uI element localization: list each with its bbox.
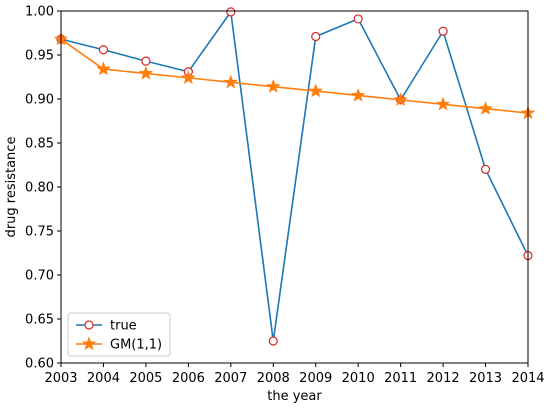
data-point-true-2012 bbox=[438, 26, 448, 36]
legend-box bbox=[67, 312, 171, 357]
legend-marker-gm11 bbox=[81, 336, 97, 351]
x-tick-label-2004: 2004 bbox=[87, 371, 120, 386]
x-tick-label-2011: 2011 bbox=[384, 371, 417, 386]
data-point-gm11-2011 bbox=[393, 92, 408, 106]
data-point-gm11-2012 bbox=[436, 97, 450, 111]
y-tick-label-0.95: 0.95 bbox=[25, 49, 54, 64]
x-tick-label-2006: 2006 bbox=[172, 371, 205, 386]
y-tick-label-0.65: 0.65 bbox=[25, 313, 54, 328]
x-tick-label-2010: 2010 bbox=[342, 371, 375, 386]
y-tick-label-0.90: 0.90 bbox=[25, 93, 54, 108]
y-tick-label-0.75: 0.75 bbox=[25, 225, 54, 240]
data-point-gm11-2008 bbox=[266, 79, 281, 93]
data-point-gm11-2006 bbox=[181, 70, 196, 84]
y-axis-label: drug resistance bbox=[4, 137, 19, 238]
series-line-true bbox=[60, 11, 529, 342]
legend: true GM(1,1) bbox=[67, 312, 171, 357]
y-tick-label-1.00: 1.00 bbox=[25, 5, 54, 20]
legend-label-true: true bbox=[110, 319, 137, 334]
y-tick-label-0.80: 0.80 bbox=[25, 181, 54, 196]
legend-marker-true bbox=[84, 320, 94, 330]
axes: 2003 2004 2005 2006 2007 2008 2009 2010 2011 2012… bbox=[25, 5, 545, 387]
legend-label-gm11: GM(1,1) bbox=[110, 338, 162, 353]
data-point-gm11-2004 bbox=[96, 61, 111, 75]
x-tick-label-2003: 2003 bbox=[44, 371, 77, 386]
data-point-gm11-2010 bbox=[351, 88, 365, 102]
x-axis-label: the year bbox=[267, 389, 322, 404]
data-point-true-2013 bbox=[480, 164, 491, 174]
y-tick-label-0.70: 0.70 bbox=[25, 269, 54, 284]
x-tick-label-2007: 2007 bbox=[214, 371, 247, 386]
plot-area bbox=[54, 7, 535, 346]
x-tick-label-2008: 2008 bbox=[257, 371, 290, 386]
data-point-true-2010 bbox=[353, 14, 363, 24]
data-point-true-2009 bbox=[311, 31, 321, 42]
x-tick-label-2009: 2009 bbox=[299, 371, 332, 386]
x-tick-label-2005: 2005 bbox=[129, 371, 162, 386]
data-point-gm11-2007 bbox=[224, 75, 238, 89]
data-point-true-2008 bbox=[268, 336, 278, 346]
x-tick-label-2014: 2014 bbox=[511, 371, 544, 386]
data-point-true-2005 bbox=[141, 56, 151, 66]
x-tick-label-2012: 2012 bbox=[427, 371, 460, 386]
data-point-gm11-2009 bbox=[308, 83, 323, 97]
data-point-gm11-2005 bbox=[139, 66, 153, 80]
y-tick-label-0.85: 0.85 bbox=[25, 137, 54, 152]
x-tick-label-2013: 2013 bbox=[469, 371, 502, 386]
data-point-true-2007 bbox=[226, 7, 236, 17]
data-point-gm11-2013 bbox=[478, 101, 493, 115]
series-line-gm11 bbox=[60, 38, 529, 114]
y-tick-label-0.60: 0.60 bbox=[25, 357, 54, 372]
data-point-true-2004 bbox=[98, 45, 109, 55]
